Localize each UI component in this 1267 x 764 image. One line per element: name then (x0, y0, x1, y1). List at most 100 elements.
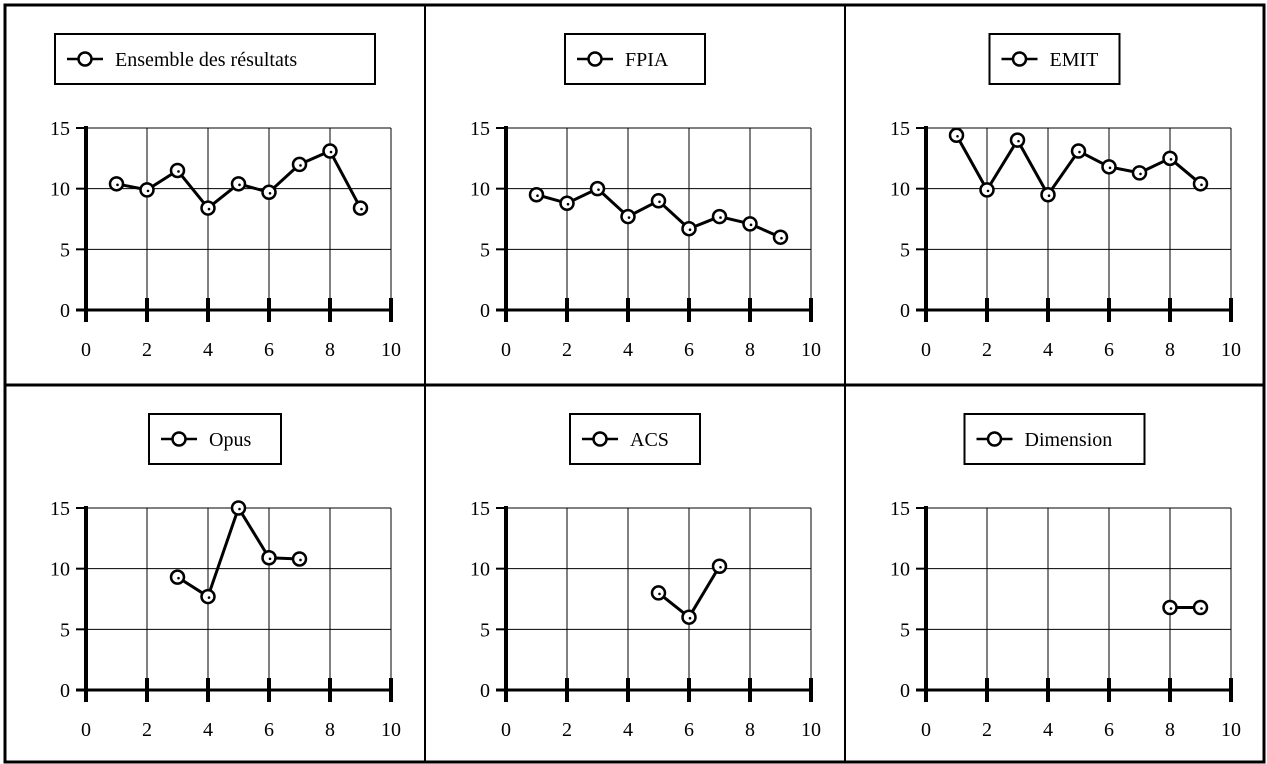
data-point (291, 551, 308, 567)
chart-panel-3: EMIT 0 5 10 15 0 2 4 6 8 10 (890, 33, 1241, 361)
y-tick-label: 0 (60, 680, 70, 702)
data-point-dot (268, 192, 272, 195)
x-tick-label: 4 (1043, 339, 1053, 361)
x-tick-label: 8 (325, 719, 335, 741)
y-tick-label: 10 (890, 179, 910, 201)
legend-label: Ensemble des résultats (115, 49, 297, 71)
data-point-dot (207, 596, 211, 599)
y-tick-label: 15 (470, 498, 490, 520)
data-point (230, 176, 247, 192)
x-tick-label: 8 (1165, 339, 1175, 361)
legend-box (54, 33, 376, 85)
data-point (1162, 599, 1178, 616)
data-point-dot (238, 507, 241, 511)
panel-frame (3, 3, 1266, 764)
data-point-dot (1139, 172, 1142, 176)
data-point-dot (360, 207, 363, 211)
x-tick-label: 0 (921, 719, 931, 741)
y-tick-label: 5 (900, 239, 910, 261)
x-tick-label: 6 (264, 719, 274, 741)
y-tick-label: 0 (900, 680, 910, 702)
x-tick-label: 4 (623, 719, 633, 741)
circle-marker-icon (171, 431, 187, 447)
x-tick-label: 6 (1104, 719, 1114, 741)
data-point (169, 569, 186, 585)
chart-panel-2: FPIA 0 5 10 15 0 2 4 6 8 10 (470, 33, 821, 361)
x-tick-label: 4 (203, 339, 213, 361)
chart-panel-4: Opus 0 5 10 15 0 2 4 6 8 10 (50, 413, 401, 741)
data-point (1192, 176, 1209, 192)
data-point-dot (719, 216, 722, 219)
x-tick-label: 4 (623, 339, 633, 361)
y-tick-label: 5 (60, 619, 70, 641)
data-point-dot (780, 236, 783, 240)
circle-marker-icon (592, 431, 608, 447)
data-point (200, 200, 216, 216)
x-tick-label: 6 (264, 339, 274, 361)
data-point-dot (688, 228, 692, 232)
x-tick-label: 10 (1221, 719, 1241, 741)
data-point (169, 162, 186, 179)
data-point (948, 127, 965, 144)
data-point (108, 176, 125, 192)
y-tick-label: 5 (480, 619, 490, 641)
data-point-dot (986, 189, 990, 193)
data-point (681, 220, 697, 237)
data-point-dot (1078, 150, 1081, 154)
data-point (200, 588, 216, 605)
data-point-dot (299, 558, 302, 562)
data-point-dot (627, 216, 631, 219)
chart-panel-6: Dimension 0 5 10 15 0 2 4 6 8 10 (890, 413, 1241, 741)
y-tick-label: 0 (480, 680, 490, 702)
data-point (1192, 599, 1209, 616)
data-point-dot (749, 223, 753, 227)
x-tick-label: 0 (921, 339, 931, 361)
x-tick-label: 8 (325, 339, 335, 361)
x-tick-label: 0 (81, 339, 91, 361)
data-point (559, 195, 575, 211)
circle-marker-icon (986, 431, 1003, 447)
y-tick-label: 10 (890, 559, 910, 581)
y-tick-label: 10 (50, 179, 70, 201)
data-point (1131, 165, 1148, 181)
x-tick-label: 0 (501, 339, 511, 361)
data-point-dot (1169, 607, 1173, 610)
data-point-dot (597, 188, 600, 191)
x-tick-label: 10 (801, 719, 821, 741)
x-tick-label: 2 (142, 339, 152, 361)
data-point (1009, 132, 1026, 148)
circle-marker-icon (587, 51, 603, 67)
x-tick-label: 2 (982, 719, 992, 741)
data-point-dot (1017, 139, 1020, 143)
data-point (352, 200, 369, 216)
data-point-dot (329, 150, 333, 154)
y-tick-label: 5 (480, 239, 490, 261)
circle-marker-icon (77, 51, 93, 67)
data-point (711, 558, 728, 574)
data-point-dot (1047, 194, 1051, 198)
data-point (1040, 186, 1056, 203)
legend-label: FPIA (625, 49, 669, 71)
data-point (620, 208, 636, 225)
data-point-dot (1200, 607, 1203, 610)
data-point (291, 156, 308, 173)
legend-label: EMIT (1050, 49, 1099, 71)
data-point (711, 208, 728, 225)
x-tick-label: 2 (562, 719, 572, 741)
x-tick-label: 6 (684, 339, 694, 361)
x-tick-label: 2 (982, 339, 992, 361)
x-tick-label: 2 (142, 719, 152, 741)
y-tick-label: 15 (50, 498, 70, 520)
data-point (650, 193, 667, 209)
data-point (322, 143, 338, 159)
y-tick-label: 10 (470, 559, 490, 581)
data-point-dot (1169, 158, 1173, 161)
series-line (176, 506, 300, 599)
data-point-dot (238, 183, 241, 187)
data-point (681, 609, 697, 625)
legend-label: ACS (630, 429, 669, 451)
x-tick-label: 8 (745, 339, 755, 361)
x-tick-label: 8 (1165, 719, 1175, 741)
data-point-dot (1108, 166, 1112, 170)
